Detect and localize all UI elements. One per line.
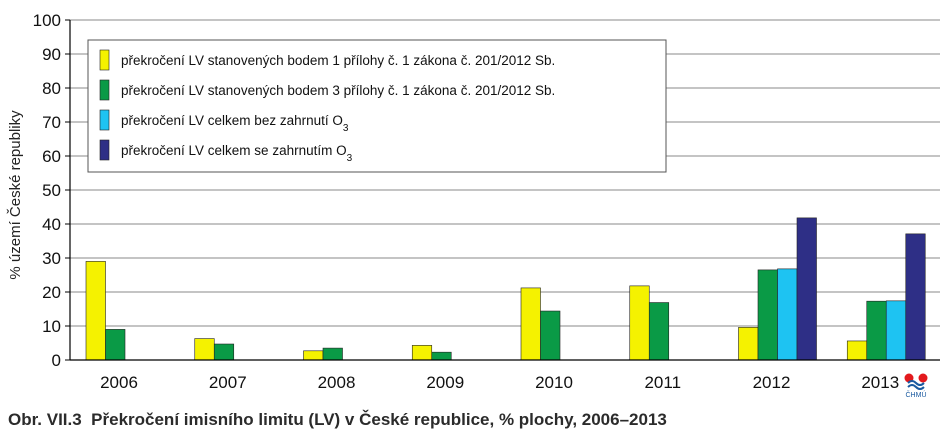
x-tick-label: 2011 [644,373,681,392]
x-tick-label: 2009 [426,373,464,392]
bar-2013-series-3 [885,300,907,361]
logo-wave-icon [907,380,925,386]
legend-entry: překročení LV stanovených bodem 1 příloh… [121,53,555,68]
legend: překročení LV stanovených bodem 1 příloh… [87,39,667,173]
bar-2008-series-2 [322,347,343,361]
bar-2007-series-1 [194,338,215,361]
legend-swatch [99,49,110,71]
legend-swatch [99,79,110,101]
bar-2006-series-1 [85,261,106,361]
y-axis-label: % území České republiky [7,110,24,280]
y-tick-label: 20 [42,283,61,302]
legend-swatch [99,109,110,131]
x-tick-label: 2007 [209,373,247,392]
y-tick-label: 0 [52,351,61,370]
y-tick-label: 70 [42,113,61,132]
figure-caption: Obr. VII.3 Překročení imisního limitu (L… [8,410,667,430]
y-tick-label: 10 [42,317,61,336]
x-tick-labels: 2006 2007 2008 2009 2010 2011 2012 2013 [100,373,899,392]
bar-2012-series-2 [757,269,778,361]
bar-2008-series-1 [303,350,324,361]
legend-swatch [99,139,110,161]
bar-2012-series-1 [738,327,759,361]
bars [85,217,926,361]
bar-2010-series-1 [520,287,541,361]
logo-text: ČHMÚ [906,390,927,399]
y-tick-label: 30 [42,249,61,268]
x-tick-label: 2008 [318,373,356,392]
y-tick-label: 40 [42,215,61,234]
legend-entry: překročení LV stanovených bodem 3 příloh… [121,83,555,98]
bar-2009-series-2 [431,351,452,361]
y-tick-label: 90 [42,45,61,64]
y-tick-label: 50 [42,181,61,200]
legend-box [87,39,667,173]
legend-subscript: 3 [343,123,349,134]
bar-2013-series-2 [866,300,887,361]
bar-2013-series-1 [846,340,868,361]
axes [69,20,940,361]
bar-2007-series-2 [213,343,235,361]
logo-red-dot-right [918,373,928,383]
chmu-logo: ČHMÚ [904,373,928,399]
x-tick-label: 2010 [535,373,573,392]
x-tick-label: 2006 [100,373,138,392]
bar-2012-series-4 [796,217,817,361]
legend-subscript: 3 [347,153,353,164]
bar-2009-series-1 [411,345,433,361]
caption-text: Překročení imisního limitu (LV) v České … [91,410,667,429]
caption-prefix: Obr. VII.3 [8,410,82,429]
bar-2013-series-4 [905,233,926,361]
y-tick-label: 100 [33,11,61,30]
y-tick-label: 80 [42,79,61,98]
logo-wave-icon-2 [907,384,925,390]
bar-2012-series-3 [777,268,798,361]
bar-2011-series-2 [648,302,670,361]
x-tick-label: 2012 [753,373,791,392]
y-tick-labels: 0 10 20 30 40 50 60 70 80 90 100 [33,11,61,370]
bar-2010-series-2 [540,310,561,361]
bar-2006-series-2 [105,329,126,361]
x-tick-label: 2013 [861,373,899,392]
bar-2011-series-1 [629,285,650,361]
y-tick-label: 60 [42,147,61,166]
